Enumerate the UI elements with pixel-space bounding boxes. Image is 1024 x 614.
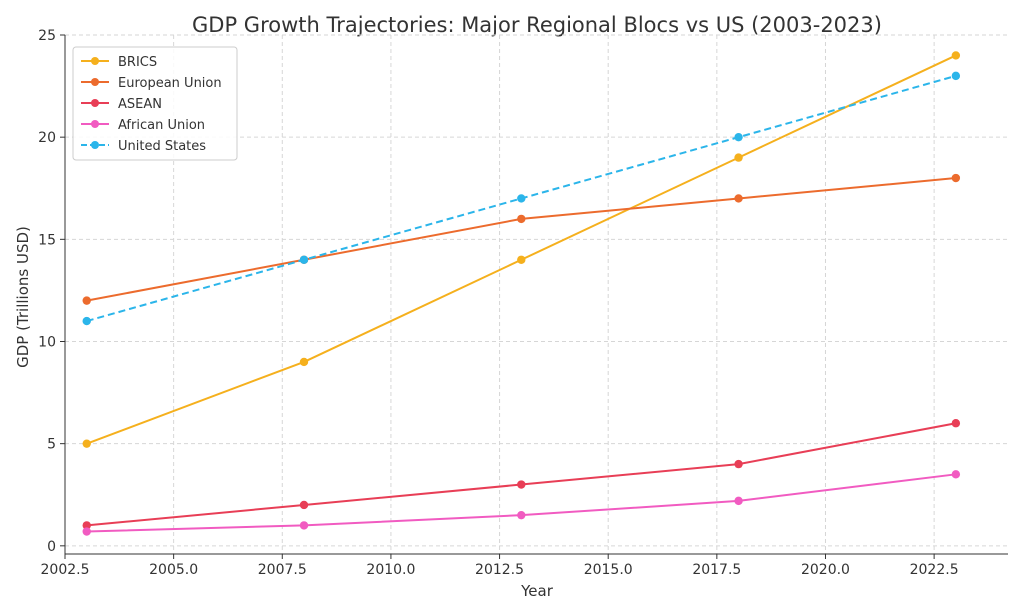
data-point-brics [951, 51, 961, 60]
data-point-asean [82, 521, 91, 530]
y-axis-label: GDP (Trillions USD) [14, 226, 32, 368]
legend-marker-united-states [91, 141, 99, 149]
data-point-brics [517, 255, 526, 264]
legend-label-united-states: United States [118, 139, 206, 154]
x-tick-label: 2002.5 [41, 562, 90, 578]
x-tick-label: 2020.0 [801, 562, 850, 578]
axes-layer: 2002.5 2005.0 2007.5 2010.0 2012.5 2015.0 2017… [38, 28, 1008, 578]
legend-label-european-union: European Union [118, 76, 222, 91]
y-tick-label: 0 [47, 539, 56, 555]
legend-label-brics: BRICS [118, 55, 157, 70]
x-tick-label: 2022.5 [910, 562, 959, 578]
y-tick-label: 5 [47, 437, 56, 453]
data-point-asean [951, 419, 961, 428]
data-point-brics [299, 357, 309, 367]
y-tick-label: 15 [38, 232, 56, 248]
legend-marker-african-union [91, 120, 99, 128]
legend-marker-brics [91, 57, 99, 65]
data-point-brics [82, 439, 91, 448]
data-point-european-union [82, 296, 91, 305]
data-point-asean [734, 459, 743, 469]
legend-marker-asean [91, 99, 99, 107]
x-tick-label: 2012.5 [475, 562, 524, 578]
y-tick-label: 10 [38, 334, 56, 350]
data-point-united-states [299, 255, 309, 264]
data-point-united-states [734, 132, 743, 142]
data-point-african-union [299, 521, 309, 530]
data-point-african-union [734, 496, 743, 506]
data-point-united-states [517, 194, 526, 203]
data-point-asean [299, 500, 309, 510]
x-tick-label: 2017.5 [692, 562, 741, 578]
legend: BRICS European Union ASEAN African Union Uni… [72, 46, 238, 161]
data-point-united-states [951, 71, 961, 81]
series-line-asean [86, 422, 957, 527]
data-point-united-states [82, 316, 91, 326]
legend-label-african-union: African Union [118, 118, 205, 133]
chart-title: GDP Growth Trajectories: Major Regional … [192, 13, 882, 37]
legend-label-asean: ASEAN [118, 97, 162, 112]
data-point-european-union [951, 173, 961, 183]
data-point-african-union [517, 510, 526, 520]
data-point-brics [734, 153, 743, 162]
data-point-african-union [951, 470, 961, 479]
x-tick-label: 2007.5 [258, 562, 307, 578]
x-tick-label: 2015.0 [584, 562, 633, 578]
x-tick-label: 2005.0 [149, 562, 198, 578]
x-tick-label: 2010.0 [366, 562, 415, 578]
legend-marker-european-union [91, 78, 99, 86]
data-point-european-union [517, 214, 526, 224]
y-tick-label: 20 [38, 130, 56, 146]
data-point-european-union [734, 194, 743, 203]
data-point-asean [517, 480, 526, 489]
series-layer [82, 51, 961, 536]
data-point-african-union [82, 527, 91, 536]
legend-box [72, 46, 238, 161]
y-tick-label: 25 [38, 28, 56, 44]
x-axis-label: Year [520, 582, 554, 600]
